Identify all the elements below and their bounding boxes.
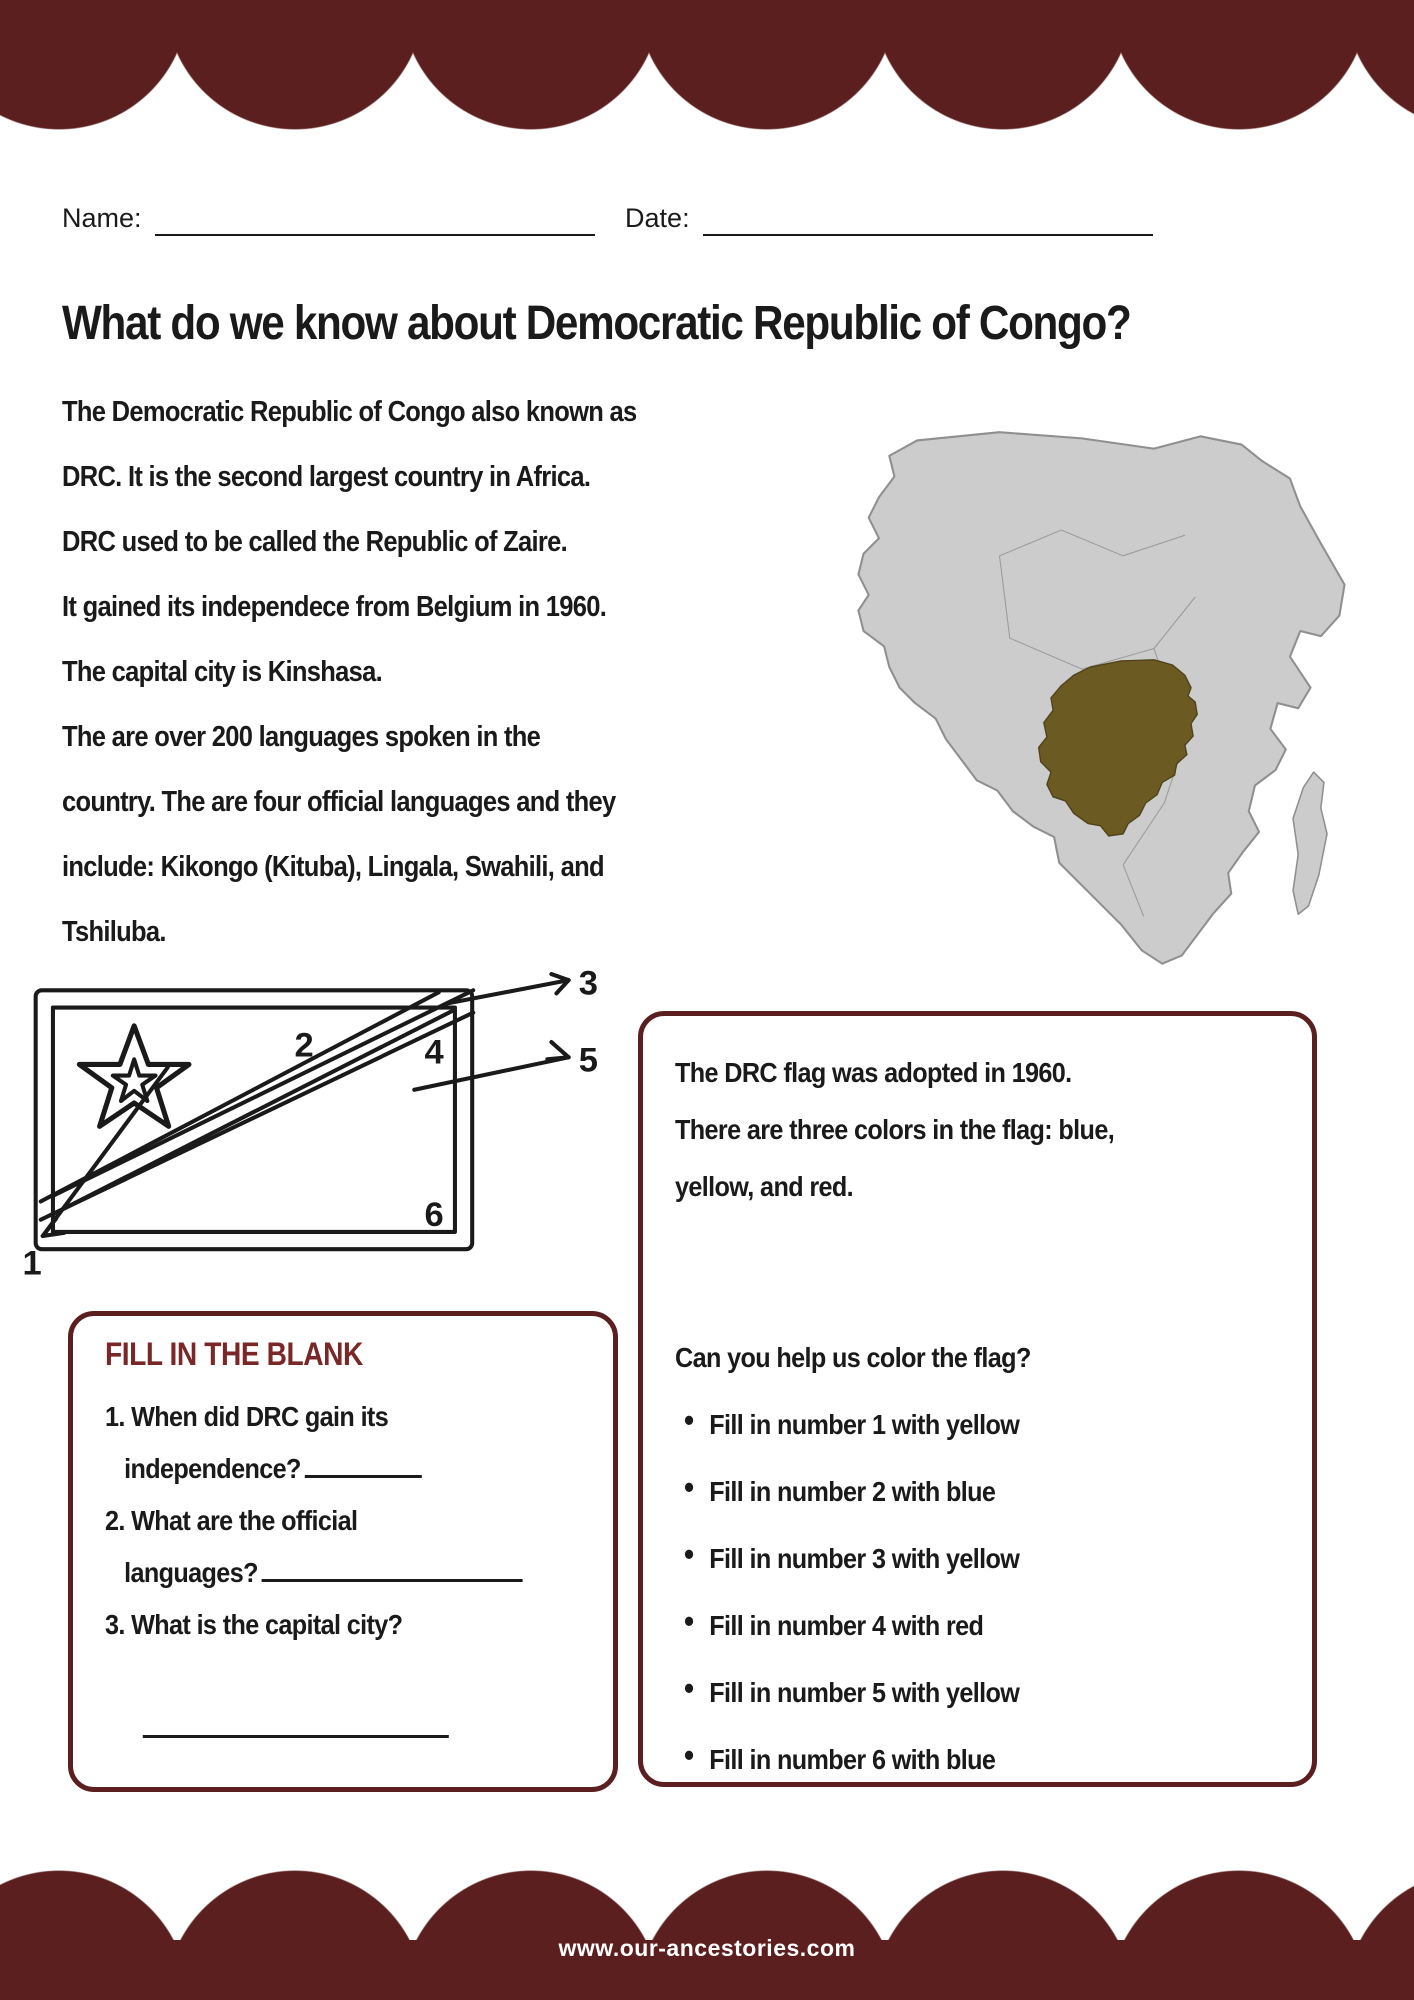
svg-text:5: 5 bbox=[579, 1042, 598, 1080]
svg-text:6: 6 bbox=[424, 1196, 443, 1234]
svg-text:3: 3 bbox=[579, 970, 598, 1002]
svg-text:1: 1 bbox=[22, 1245, 41, 1283]
svg-text:2: 2 bbox=[295, 1026, 314, 1064]
svg-text:4: 4 bbox=[424, 1033, 443, 1071]
